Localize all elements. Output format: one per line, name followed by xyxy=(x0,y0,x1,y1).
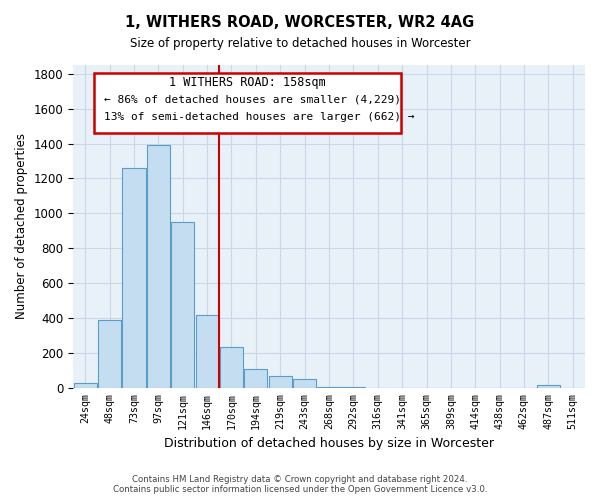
Text: 13% of semi-detached houses are larger (662) →: 13% of semi-detached houses are larger (… xyxy=(104,112,414,122)
Text: Contains public sector information licensed under the Open Government Licence v3: Contains public sector information licen… xyxy=(113,485,487,494)
Text: 1, WITHERS ROAD, WORCESTER, WR2 4AG: 1, WITHERS ROAD, WORCESTER, WR2 4AG xyxy=(125,15,475,30)
FancyBboxPatch shape xyxy=(94,73,401,133)
Bar xyxy=(98,320,121,388)
Text: 1 WITHERS ROAD: 158sqm: 1 WITHERS ROAD: 158sqm xyxy=(169,76,325,90)
Bar xyxy=(317,387,341,388)
Bar xyxy=(196,314,218,388)
Bar xyxy=(122,168,146,388)
Text: Contains HM Land Registry data © Crown copyright and database right 2024.: Contains HM Land Registry data © Crown c… xyxy=(132,475,468,484)
Text: Size of property relative to detached houses in Worcester: Size of property relative to detached ho… xyxy=(130,38,470,51)
Bar xyxy=(537,385,560,388)
Bar xyxy=(244,368,268,388)
Bar xyxy=(293,379,316,388)
X-axis label: Distribution of detached houses by size in Worcester: Distribution of detached houses by size … xyxy=(164,437,494,450)
Bar xyxy=(147,146,170,388)
Bar xyxy=(269,376,292,388)
Bar xyxy=(342,387,365,388)
Bar xyxy=(74,384,97,388)
Y-axis label: Number of detached properties: Number of detached properties xyxy=(15,134,28,320)
Text: ← 86% of detached houses are smaller (4,229): ← 86% of detached houses are smaller (4,… xyxy=(104,94,401,104)
Bar xyxy=(220,347,243,388)
Bar xyxy=(171,222,194,388)
